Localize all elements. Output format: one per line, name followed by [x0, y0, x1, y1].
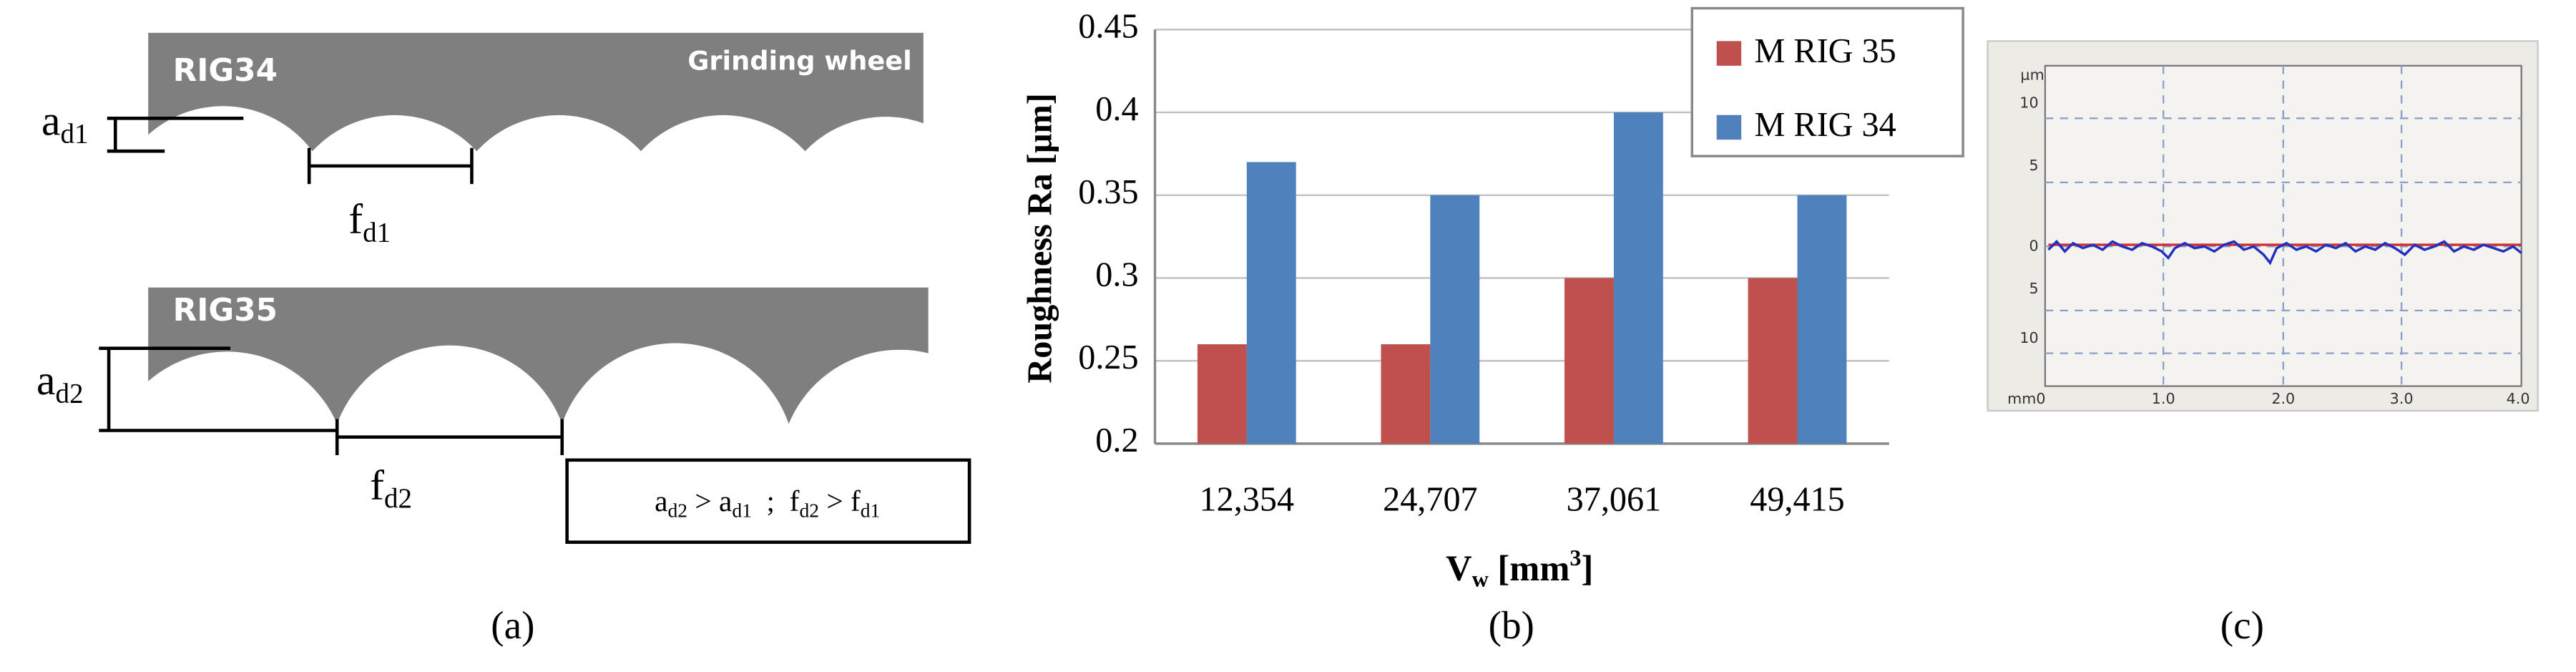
profile-trace: [2047, 239, 2522, 266]
y-tick-label: 0.4: [1095, 90, 1138, 128]
wheel-name: RIG34: [173, 53, 278, 89]
caption: (c): [2220, 603, 2264, 647]
label-sup: 3: [1569, 545, 1581, 570]
label-close: ]: [1581, 548, 1593, 588]
wheel-name: RIG35: [173, 293, 278, 328]
legend-label: M RIG 35: [1755, 32, 1896, 70]
y-label: 5: [2029, 280, 2039, 297]
y-label: 10: [2019, 329, 2038, 346]
label-sub: d2: [56, 378, 84, 409]
profile-labels: µm 10 5 0 5 10 mm0 1.0 2.0 3.0 4.0: [2007, 67, 2530, 407]
x-tick-label: 37,061: [1567, 481, 1662, 519]
label-main: f: [370, 462, 384, 509]
x-tick-label: 24,707: [1383, 481, 1478, 519]
depth-label: ad2: [36, 356, 84, 409]
profile-grid: [2044, 65, 2522, 386]
label-main: a: [36, 356, 56, 404]
relation-box: [565, 458, 971, 544]
y-tick-label: 0.2: [1095, 422, 1138, 459]
panel-c: µm 10 5 0 5 10 mm0 1.0 2.0 3.0 4.0 (c): [1987, 40, 2539, 647]
x-label: 2.0: [2271, 390, 2295, 407]
rel-main: > a: [687, 484, 732, 517]
panel-b: Roughness Ra [µm] Vw [mm3] (b) 0.2 0.25 0.…: [1021, 6, 1964, 647]
label-sub: w: [1472, 566, 1489, 592]
caption: (a): [491, 603, 534, 647]
label-main: a: [41, 97, 60, 144]
depth-label: ad1: [41, 97, 89, 149]
label-sub: d1: [363, 217, 391, 248]
label-sub: d1: [60, 119, 88, 150]
wheel-rig35: [148, 287, 929, 424]
y-unit: µm: [2020, 67, 2044, 84]
legend-swatch: [1716, 115, 1742, 140]
x-label: mm0: [2007, 390, 2045, 407]
bar: [1797, 195, 1847, 444]
bar: [1613, 112, 1663, 444]
legend-box: [1690, 6, 1964, 157]
rel-main: a: [655, 484, 667, 517]
label-unit: [mm: [1489, 548, 1570, 588]
y-tick-label: 0.25: [1078, 339, 1138, 376]
y-tick-label: 0.35: [1078, 173, 1138, 211]
y-axis-label: Roughness Ra [µm]: [1021, 93, 1059, 383]
label-sub: d2: [384, 483, 412, 514]
y-label: 5: [2029, 157, 2039, 174]
legend-label: M RIG 34: [1755, 106, 1896, 144]
panel-a: RIG34 Grinding wheel ad1 fd1 RIG35 ad2 f…: [36, 32, 971, 647]
rel-main: > f: [819, 484, 861, 517]
label-main: f: [348, 195, 363, 243]
bar: [1197, 344, 1247, 444]
x-axis-label: Vw [mm3]: [1446, 545, 1593, 592]
rel-main: ; f: [752, 484, 800, 517]
caption: (b): [1489, 603, 1534, 647]
x-tick-label: 12,354: [1200, 481, 1295, 519]
rel-sub: d2: [799, 500, 819, 522]
y-label: 0: [2029, 237, 2039, 254]
wheel-label: Grinding wheel: [687, 46, 912, 77]
x-label: 1.0: [2152, 390, 2175, 407]
bar: [1564, 278, 1614, 444]
y-tick-label: 0.45: [1078, 7, 1138, 45]
label-main: V: [1446, 548, 1471, 588]
rel-sub: d2: [668, 500, 688, 522]
y-label: 10: [2019, 94, 2038, 112]
bar: [1748, 278, 1798, 444]
bar: [1246, 162, 1296, 444]
x-label: 3.0: [2390, 390, 2414, 407]
feed-label: fd2: [370, 462, 412, 514]
bar: [1381, 344, 1431, 444]
relation: ad2 > ad1 ; fd2 > fd1: [655, 484, 880, 521]
wheel-rig34: [148, 32, 924, 152]
legend-swatch: [1716, 41, 1742, 66]
x-tick-label: 49,415: [1750, 481, 1845, 519]
bar: [1430, 195, 1480, 444]
rel-sub: d1: [732, 500, 752, 522]
y-tick-label: 0.3: [1095, 256, 1138, 294]
rel-sub: d1: [861, 500, 881, 522]
feed-label: fd1: [348, 195, 391, 248]
x-label: 4.0: [2507, 390, 2530, 407]
